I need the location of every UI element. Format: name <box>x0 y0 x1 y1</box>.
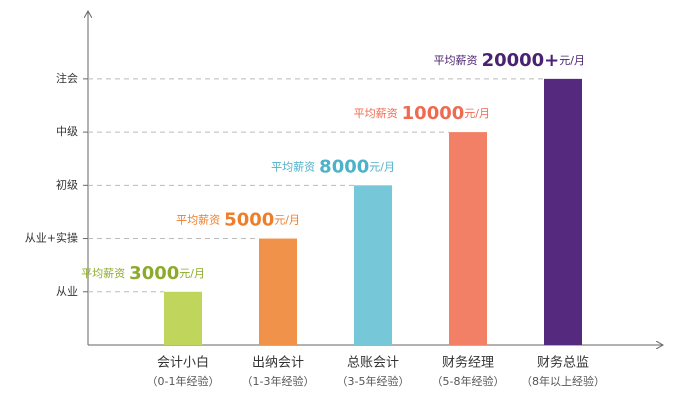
x-tick-label: 财务总监 <box>537 355 589 371</box>
x-tick-sublabel: （5-8年经验） <box>432 374 505 388</box>
y-tick-label: 初级 <box>56 177 78 191</box>
salary-amount: 5000 <box>224 210 274 231</box>
salary-prefix: 平均薪资 <box>354 107 398 120</box>
salary-label: 平均薪资 8000元/月 <box>271 156 395 177</box>
x-tick-label: 会计小白 <box>157 355 209 371</box>
salary-prefix: 平均薪资 <box>176 214 220 227</box>
x-tick-label: 总账会计 <box>347 356 399 371</box>
salary-unit: 元/月 <box>559 54 585 67</box>
bar <box>259 238 297 345</box>
y-tick-label: 从业+实操 <box>25 231 78 245</box>
y-tick-label: 从业 <box>56 285 78 298</box>
salary-label: 平均薪资 10000元/月 <box>354 103 490 124</box>
salary-unit: 元/月 <box>464 107 490 120</box>
x-tick-sublabel: （3-5年经验） <box>337 374 410 388</box>
salary-amount: 3000 <box>129 263 179 284</box>
salary-unit: 元/月 <box>369 160 395 173</box>
bar <box>354 185 392 345</box>
salary-prefix: 平均薪资 <box>434 54 478 67</box>
salary-amount: 8000 <box>319 156 369 177</box>
salary-label: 平均薪资 3000元/月 <box>81 263 205 284</box>
salary-amount: 20000+ <box>482 50 560 71</box>
y-tick-label: 注会 <box>56 71 78 85</box>
x-tick-sublabel: （0-1年经验） <box>147 374 220 388</box>
salary-label: 平均薪资 5000元/月 <box>176 210 300 231</box>
bar <box>164 291 202 345</box>
y-tick-label: 中级 <box>56 125 78 138</box>
x-tick-sublabel: （8年以上经验） <box>521 374 605 388</box>
bar <box>544 78 582 345</box>
salary-unit: 元/月 <box>274 214 300 227</box>
salary-label: 平均薪资 20000+元/月 <box>434 50 585 71</box>
salary-unit: 元/月 <box>179 267 205 280</box>
bar <box>449 132 487 345</box>
x-tick-label: 出纳会计 <box>252 356 304 371</box>
salary-amount: 10000 <box>402 103 465 124</box>
x-tick-label: 财务经理 <box>442 355 494 371</box>
salary-prefix: 平均薪资 <box>271 160 315 173</box>
x-tick-sublabel: （1-3年经验） <box>242 374 315 388</box>
salary-prefix: 平均薪资 <box>81 267 125 280</box>
